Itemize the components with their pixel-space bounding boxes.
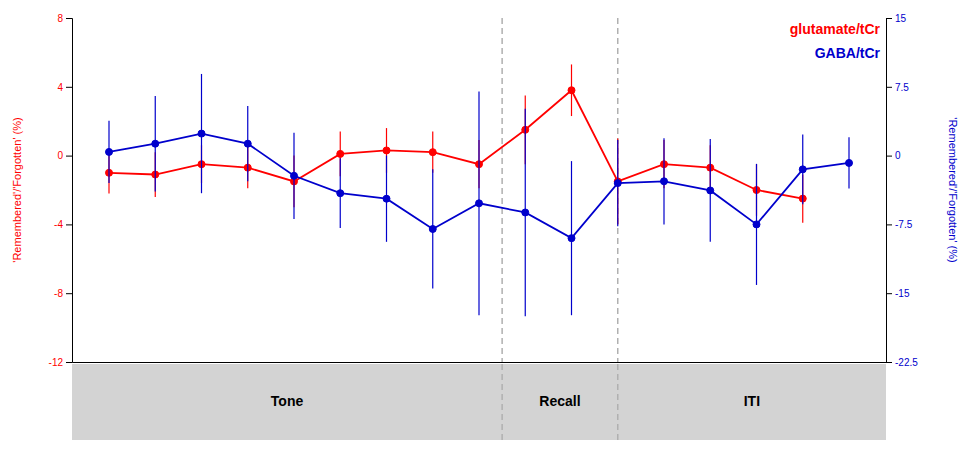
tick: 0 bbox=[886, 150, 901, 161]
tick-label: -8 bbox=[54, 288, 63, 299]
tick-line bbox=[886, 87, 892, 88]
tick: 4 bbox=[57, 82, 72, 93]
section-label: Recall bbox=[539, 393, 580, 409]
marker bbox=[291, 172, 298, 179]
section-label: ITI bbox=[744, 393, 760, 409]
legend: glutamate/tCr GABA/tCr bbox=[790, 21, 881, 61]
marker bbox=[568, 235, 575, 242]
vline bbox=[617, 18, 619, 362]
tick-label: 4 bbox=[57, 82, 63, 93]
tick-line bbox=[66, 18, 72, 19]
marker bbox=[337, 190, 344, 197]
tick-label: 0 bbox=[895, 150, 901, 161]
axis-line bbox=[66, 19, 73, 363]
marker bbox=[429, 149, 436, 156]
tick-line bbox=[886, 293, 892, 294]
vline-strip bbox=[501, 364, 503, 440]
marker bbox=[383, 147, 390, 154]
tick-line bbox=[886, 224, 892, 225]
tick-line bbox=[66, 362, 72, 363]
marker bbox=[614, 180, 621, 187]
plot-marks bbox=[106, 18, 853, 362]
tick-line bbox=[66, 87, 72, 88]
tick: 15 bbox=[886, 13, 907, 24]
marker bbox=[799, 166, 806, 173]
tick: -22.5 bbox=[886, 357, 918, 368]
tick-label: 15 bbox=[895, 13, 907, 24]
tick-label: 8 bbox=[57, 13, 63, 24]
tick-label: -12 bbox=[49, 357, 64, 368]
y-axis: -12 -8 -4 0 4 8 bbox=[49, 13, 73, 368]
tick: 8 bbox=[57, 13, 72, 24]
marker bbox=[429, 225, 436, 232]
legend-entry: GABA/tCr bbox=[815, 45, 881, 61]
tick-label: -15 bbox=[895, 288, 910, 299]
marker bbox=[661, 178, 668, 185]
tick-line bbox=[886, 156, 892, 157]
y-axis-title: 'Remembered'/'Forgotten' (%) bbox=[11, 117, 23, 262]
section-strip: Tone Recall ITI bbox=[72, 364, 886, 440]
marker bbox=[198, 130, 205, 137]
tick: -12 bbox=[49, 357, 72, 368]
tick-line bbox=[66, 224, 72, 225]
tick: -8 bbox=[54, 288, 72, 299]
vline bbox=[501, 18, 503, 362]
tick: -4 bbox=[54, 219, 72, 230]
tick-label: -22.5 bbox=[895, 357, 918, 368]
tick: -7.5 bbox=[886, 219, 913, 230]
y2-axis-title: 'Remembered'/'Forgotten' (%) bbox=[947, 117, 959, 262]
axis-line bbox=[887, 19, 893, 363]
marker bbox=[753, 221, 760, 228]
tick-line bbox=[66, 156, 72, 157]
marker bbox=[846, 159, 853, 166]
marker bbox=[337, 150, 344, 157]
axis-line bbox=[73, 362, 887, 363]
series-line bbox=[109, 90, 803, 198]
strip-background bbox=[72, 364, 886, 440]
tick-line bbox=[66, 293, 72, 294]
marker bbox=[152, 140, 159, 147]
y2-axis: -22.5 -15 -7.5 0 7.5 15 bbox=[886, 13, 918, 368]
marker bbox=[383, 195, 390, 202]
tick-label: -7.5 bbox=[895, 219, 913, 230]
tick: 0 bbox=[57, 150, 72, 161]
tick-label: 7.5 bbox=[895, 82, 909, 93]
x-axis bbox=[73, 362, 887, 363]
tick-line bbox=[886, 362, 892, 363]
legend-entry: glutamate/tCr bbox=[790, 21, 881, 37]
marker bbox=[568, 87, 575, 94]
tick: -15 bbox=[886, 288, 910, 299]
vline-strip bbox=[617, 364, 619, 440]
chart: -12 -8 -4 0 4 8 -22.5 -15 -7.5 0 7.5 15 'Remembered'… bbox=[0, 0, 968, 463]
marker bbox=[244, 140, 251, 147]
marker bbox=[476, 200, 483, 207]
tick-line bbox=[886, 18, 892, 19]
tick-label: -4 bbox=[54, 219, 63, 230]
series bbox=[106, 74, 853, 316]
tick: 7.5 bbox=[886, 82, 909, 93]
section-label: Tone bbox=[271, 393, 304, 409]
marker bbox=[707, 187, 714, 194]
tick-label: 0 bbox=[57, 150, 63, 161]
marker bbox=[522, 209, 529, 216]
series bbox=[106, 64, 807, 224]
marker bbox=[106, 148, 113, 155]
